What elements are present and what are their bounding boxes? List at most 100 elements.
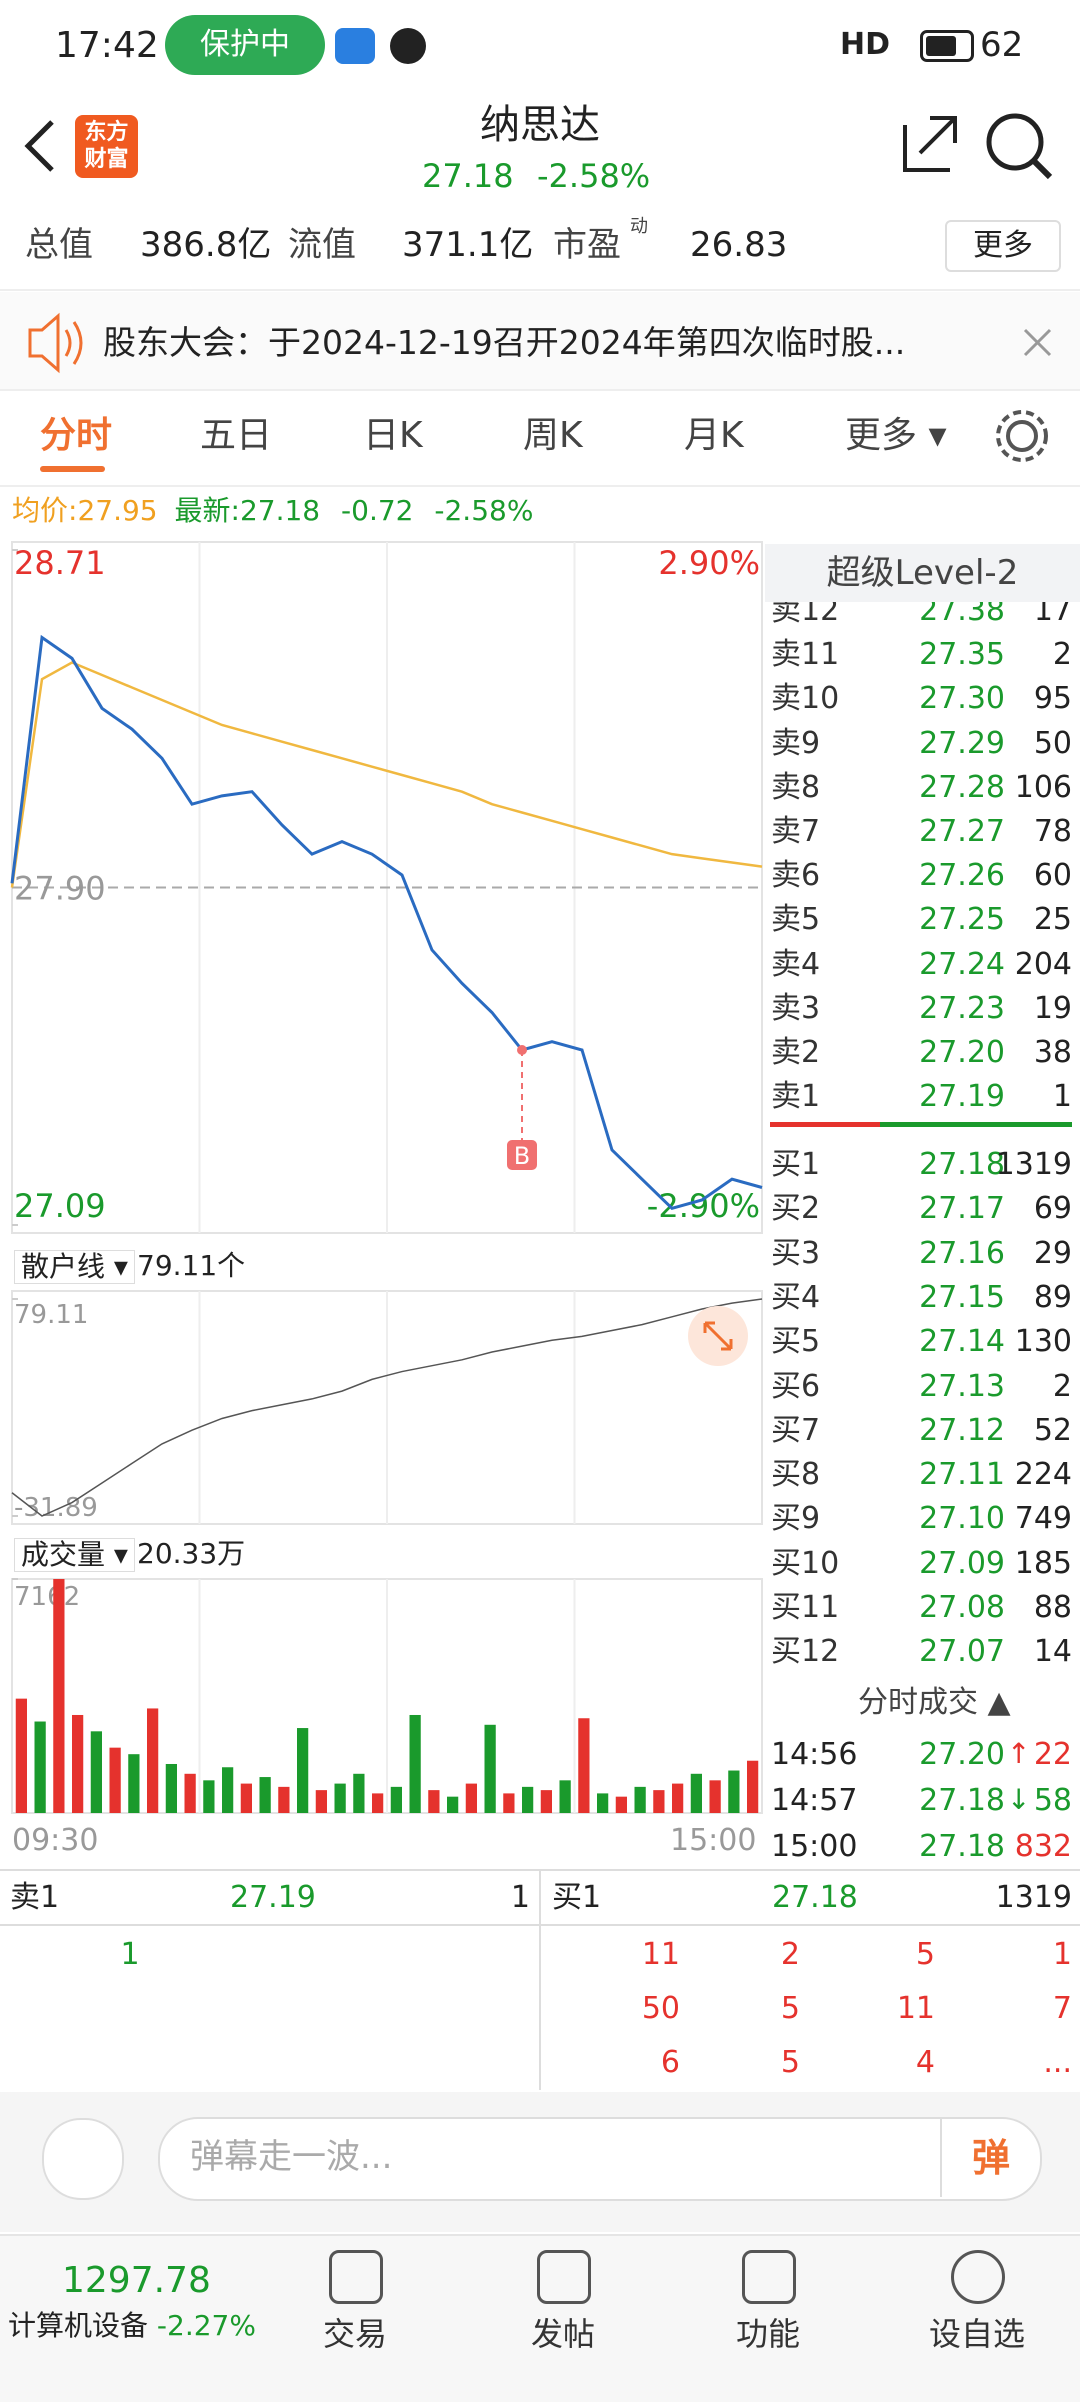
- queue-cell: 1: [120, 1937, 140, 1972]
- tab[interactable]: 更多 ▾: [845, 415, 947, 456]
- volume-bar: [447, 1796, 459, 1813]
- volume-bar: [522, 1786, 534, 1813]
- pct-label: -2.90%: [647, 1187, 760, 1225]
- volume-bar: [184, 1773, 196, 1813]
- stat-value: 26.83: [690, 225, 788, 265]
- stat-sup: 动: [630, 216, 648, 237]
- volume-bar: [409, 1714, 421, 1813]
- nav-icon: [951, 2250, 1005, 2304]
- pct-label: 2.90%: [658, 544, 760, 582]
- trades-title-text: 分时成交: [858, 1685, 978, 1720]
- battery: [920, 30, 974, 62]
- volume-value: 20.33万: [137, 1537, 246, 1570]
- tab[interactable]: 月K: [684, 415, 744, 456]
- queue-cell: 11: [641, 1937, 680, 1972]
- volume-bar: [278, 1786, 290, 1813]
- y-tick-label: 28.71: [14, 544, 106, 582]
- volume-bar: [709, 1780, 721, 1813]
- stat-label: 市盈: [553, 225, 621, 265]
- index-name: 计算机设备: [8, 2309, 149, 2342]
- volume-selector[interactable]: 成交量 ▾: [14, 1538, 135, 1572]
- battery-fill: [926, 36, 956, 56]
- nav-label[interactable]: 设自选: [928, 2315, 1025, 2353]
- volume-bar: [128, 1754, 140, 1813]
- nav-label[interactable]: 发帖: [530, 2315, 595, 2353]
- logo-bottom: 财富: [84, 147, 129, 172]
- protect-pill[interactable]: 保护中: [165, 15, 325, 75]
- volume-bar: [203, 1780, 215, 1813]
- queue-cell: 11: [896, 1991, 935, 2026]
- nav-icon: [742, 2250, 796, 2304]
- level2-title[interactable]: 超级Level-2: [765, 544, 1080, 602]
- volume-bar: [597, 1793, 609, 1813]
- logo: 东方 财富: [75, 115, 138, 178]
- nav-label[interactable]: 功能: [735, 2315, 800, 2353]
- volume-bar: [222, 1767, 234, 1813]
- y-tick-label: 27.09: [14, 1187, 106, 1225]
- notice-text[interactable]: 股东大会：于2024-12-19召开2024年第四次临时股...: [103, 323, 906, 362]
- more-button[interactable]: 更多: [945, 220, 1061, 272]
- volume-bar: [653, 1790, 665, 1813]
- nav-icon: [329, 2250, 383, 2304]
- volume-bar: [259, 1777, 271, 1813]
- battery-level: 62: [980, 25, 1024, 65]
- y-tick-label: 7162: [14, 1582, 80, 1612]
- volume-bar: [390, 1786, 402, 1813]
- retail-name: 散户线: [21, 1250, 106, 1283]
- price-line: [10, 634, 763, 1211]
- stock-name: 纳思达: [480, 102, 600, 148]
- avg-label: 均价:: [12, 494, 78, 527]
- time-end: 15:00: [670, 1823, 757, 1858]
- queue-cell: 5: [780, 1991, 800, 2026]
- tab[interactable]: 五日: [200, 415, 273, 456]
- nav-icon: [335, 28, 375, 64]
- tab[interactable]: 分时: [40, 415, 113, 456]
- volume-bar: [634, 1786, 646, 1813]
- index-value[interactable]: 1297.78: [62, 2260, 211, 2301]
- marker-label: B: [514, 1142, 530, 1170]
- time-start: 09:30: [12, 1823, 99, 1858]
- volume-bar: [334, 1783, 346, 1813]
- volume-bar: [540, 1790, 552, 1813]
- retail-value: 79.11个: [137, 1249, 246, 1282]
- index-row[interactable]: 计算机设备 -2.27%: [8, 2312, 256, 2340]
- tab[interactable]: 周K: [523, 415, 583, 456]
- tab[interactable]: 日K: [363, 415, 423, 456]
- y-tick-label: 27.90: [14, 870, 106, 908]
- danmaku-button[interactable]: 弹: [940, 2119, 1040, 2197]
- queue-volume: 1319: [995, 1880, 1072, 1915]
- volume-bar: [428, 1790, 440, 1813]
- expand-arrows: [703, 1321, 733, 1351]
- nav-label[interactable]: 交易: [322, 2315, 387, 2353]
- queue-price: 27.19: [230, 1880, 316, 1915]
- volume-bar: [34, 1721, 46, 1813]
- comment-icon[interactable]: [42, 2118, 124, 2200]
- logo-top: 东方: [84, 120, 129, 145]
- stat-value: 371.1亿: [402, 225, 534, 265]
- stat-label: 流值: [288, 225, 356, 265]
- retail-selector[interactable]: 散户线 ▾: [14, 1250, 135, 1284]
- avg-line: [10, 661, 763, 888]
- stat-label: 总值: [25, 225, 93, 265]
- volume-bar: [728, 1770, 740, 1813]
- comment-input[interactable]: [158, 2117, 1042, 2201]
- trades-title[interactable]: 分时成交 ▲: [858, 1685, 1011, 1720]
- stat-value: 386.8亿: [140, 225, 272, 265]
- volume-bar: [147, 1708, 159, 1813]
- queue-cell: 2: [780, 1937, 800, 1972]
- change-pct: -2.58%: [434, 494, 534, 527]
- header-change: -2.58%: [537, 157, 651, 195]
- volume-bar: [109, 1747, 121, 1813]
- volume-bar: [90, 1731, 102, 1813]
- last-label: 最新:: [174, 494, 240, 527]
- queue-cell: 50: [641, 1991, 680, 2026]
- queue-cell: 4: [915, 2045, 935, 2080]
- queue-cell: 5: [915, 1937, 935, 1972]
- volume-bar: [559, 1780, 571, 1813]
- marker-dot: [517, 1045, 527, 1055]
- queue-cell: 1: [1052, 1937, 1072, 1972]
- volume-bar: [372, 1793, 384, 1813]
- volume-bar: [615, 1796, 627, 1813]
- volume-bar: [353, 1773, 365, 1813]
